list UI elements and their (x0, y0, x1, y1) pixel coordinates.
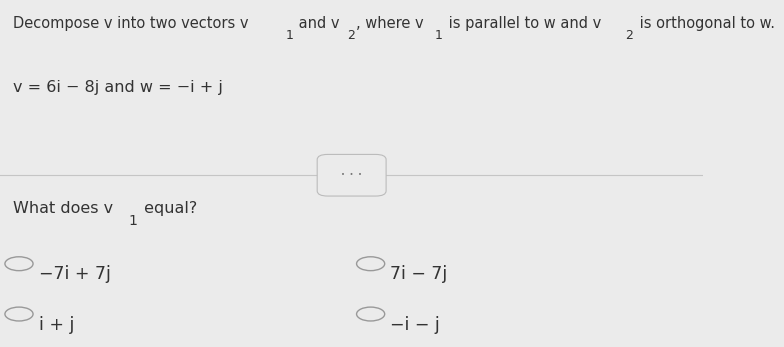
Text: What does v: What does v (13, 201, 113, 216)
Text: 7i − 7j: 7i − 7j (390, 265, 448, 283)
FancyBboxPatch shape (318, 154, 386, 196)
Text: −i − j: −i − j (390, 316, 440, 334)
Text: −7i + 7j: −7i + 7j (38, 265, 111, 283)
Text: 1: 1 (129, 214, 137, 228)
Text: , where v: , where v (356, 16, 424, 31)
Text: is parallel to w and v: is parallel to w and v (444, 16, 601, 31)
Text: v = 6i − 8j and w = −i + j: v = 6i − 8j and w = −i + j (13, 80, 223, 95)
Text: 1: 1 (285, 29, 293, 42)
Text: 2: 2 (347, 29, 355, 42)
Text: •  •  •: • • • (341, 172, 362, 178)
Text: 1: 1 (434, 29, 442, 42)
Text: equal?: equal? (139, 201, 197, 216)
Text: 2: 2 (626, 29, 633, 42)
Text: i + j: i + j (38, 316, 74, 334)
Text: Decompose v into two vectors v: Decompose v into two vectors v (13, 16, 249, 31)
Text: is orthogonal to w.: is orthogonal to w. (635, 16, 775, 31)
Text: and v: and v (294, 16, 339, 31)
